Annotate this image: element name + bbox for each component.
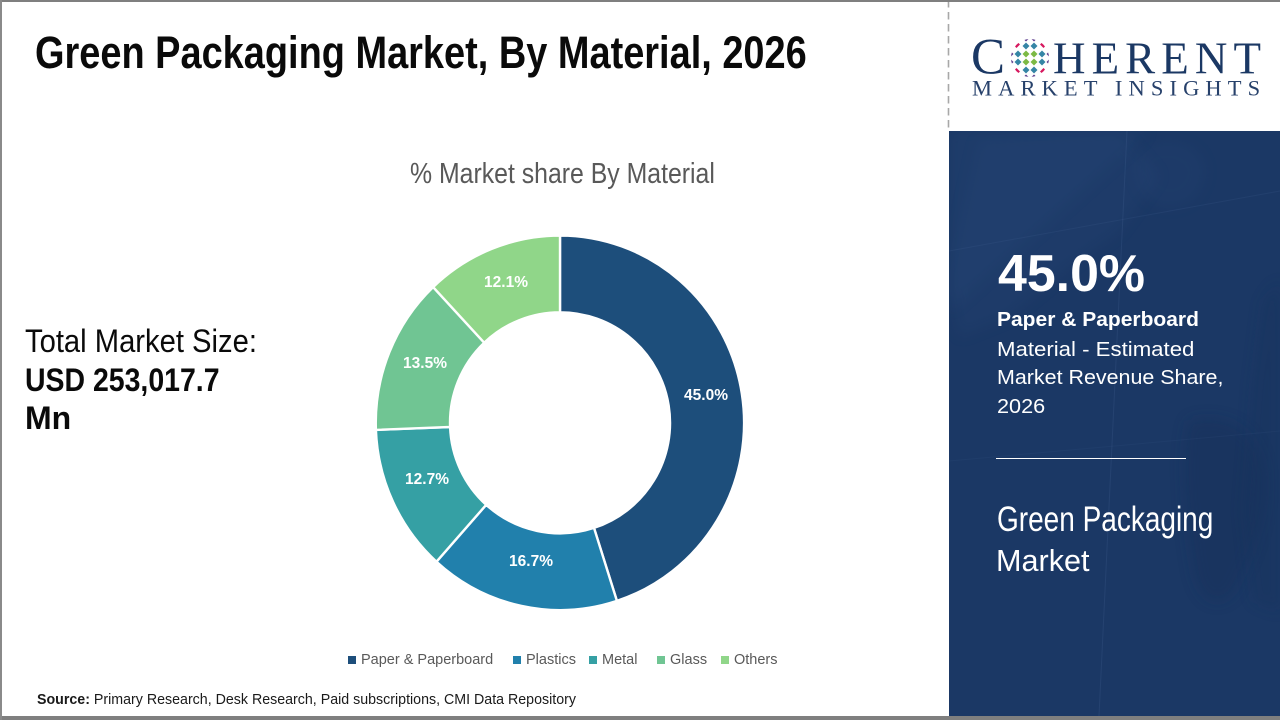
svg-text:C: C	[971, 29, 1005, 85]
svg-text:HERENT: HERENT	[1053, 33, 1267, 83]
svg-text:MARKET INSIGHTS: MARKET INSIGHTS	[972, 75, 1266, 100]
